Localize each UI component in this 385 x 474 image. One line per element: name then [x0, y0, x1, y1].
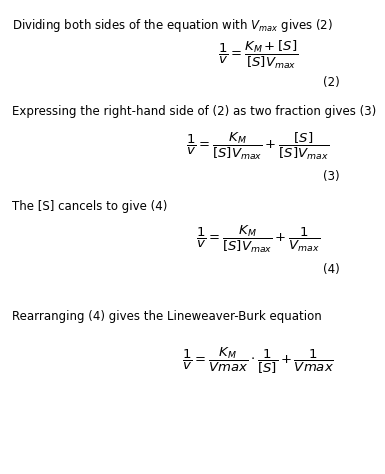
Text: Dividing both sides of the equation with $V_{max}$ gives (2): Dividing both sides of the equation with… [12, 17, 333, 34]
Text: (3): (3) [323, 170, 340, 183]
Text: $\dfrac{1}{v} = \dfrac{K_M}{[S]V_{max}} + \dfrac{[S]}{[S]V_{max}}$: $\dfrac{1}{v} = \dfrac{K_M}{[S]V_{max}} … [186, 130, 330, 162]
Text: Expressing the right-hand side of (2) as two fraction gives (3): Expressing the right-hand side of (2) as… [12, 105, 376, 118]
Text: Rearranging (4) gives the Lineweaver-Burk equation: Rearranging (4) gives the Lineweaver-Bur… [12, 310, 321, 323]
Text: (4): (4) [323, 263, 340, 276]
Text: The [S] cancels to give (4): The [S] cancels to give (4) [12, 200, 167, 213]
Text: $\dfrac{1}{v} = \dfrac{K_M + [S]}{[S]V_{max}}$: $\dfrac{1}{v} = \dfrac{K_M + [S]}{[S]V_{… [218, 38, 298, 71]
Text: $\dfrac{1}{v} = \dfrac{K_M}{[S]V_{max}} + \dfrac{1}{V_{max}}$: $\dfrac{1}{v} = \dfrac{K_M}{[S]V_{max}} … [196, 224, 320, 255]
Text: $\dfrac{1}{v} = \dfrac{K_M}{Vmax} \cdot \dfrac{1}{[S]} + \dfrac{1}{Vmax}$: $\dfrac{1}{v} = \dfrac{K_M}{Vmax} \cdot … [182, 346, 334, 376]
Text: (2): (2) [323, 75, 340, 89]
